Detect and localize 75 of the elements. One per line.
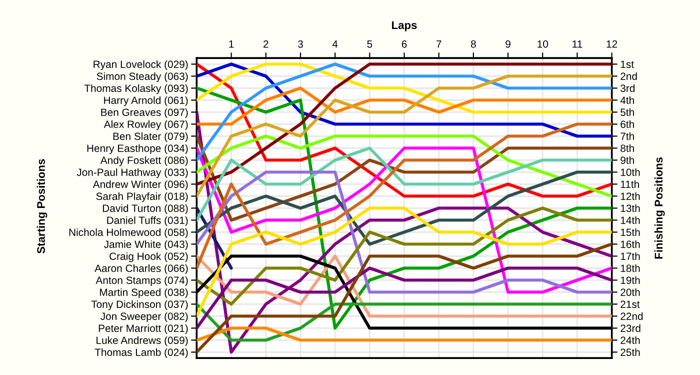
- y2-tick-label: 3rd: [620, 84, 635, 92]
- line-series: [196, 170, 612, 246]
- y2-tick-label: 24th: [620, 336, 640, 344]
- x-tick-label: 10: [538, 40, 548, 48]
- y2-tick-label: 21st: [620, 300, 640, 308]
- y2-tick-label: 17th: [620, 252, 640, 260]
- category-label: Jon Sweeper (082): [100, 312, 188, 322]
- y2-tick-label: 19th: [620, 276, 640, 284]
- y2-tick-label: 2nd: [620, 72, 637, 80]
- category-label: David Turton (088): [102, 204, 188, 214]
- category-label: Aaron Charles (066): [94, 264, 188, 274]
- category-label: Alex Rowley (067): [104, 120, 188, 130]
- x-tick-label: 6: [402, 40, 407, 48]
- category-label: Sarah Playfair (018): [96, 192, 188, 202]
- x-tick-label: 1: [229, 40, 234, 48]
- line-series: [196, 86, 612, 126]
- category-label: Luke Andrews (059): [96, 336, 188, 346]
- category-label: Andy Foskett (086): [100, 156, 188, 166]
- y2-tick-label: 5th: [620, 108, 634, 116]
- x-axis-title: Laps: [392, 21, 417, 32]
- line-series: [196, 62, 612, 114]
- y2-tick-label: 18th: [620, 264, 640, 272]
- line-series: [196, 122, 612, 270]
- category-label: Thomas Lamb (024): [94, 348, 188, 358]
- y2-tick-label: 20th: [620, 288, 640, 296]
- category-label: Ben Slater (079): [113, 132, 188, 142]
- category-label: Harry Arnold (061): [104, 96, 188, 106]
- y2-tick-label: 9th: [620, 156, 634, 164]
- y2-axis-title: Finishing Positions: [654, 157, 665, 259]
- category-label: Ben Greaves (097): [101, 108, 188, 118]
- line-series: [196, 242, 612, 354]
- y2-tick-label: 4th: [620, 96, 634, 104]
- x-tick-label: 5: [367, 40, 372, 48]
- category-label: Jamie White (043): [104, 240, 188, 250]
- y2-tick-label: 7th: [620, 132, 634, 140]
- x-tick-label: 12: [606, 40, 618, 48]
- y2-tick-label: 12th: [620, 192, 640, 200]
- y2-tick-label: 22nd: [620, 312, 643, 320]
- category-label: Nichola Holmewood (058): [69, 228, 188, 238]
- category-label: Henry Easthope (034): [87, 144, 188, 154]
- x-tick-label: 2: [264, 40, 268, 48]
- line-series: [196, 134, 612, 198]
- x-tick-label: 8: [470, 40, 476, 48]
- x-tick-label: 4: [332, 40, 338, 48]
- x-tick-label: 3: [298, 40, 303, 48]
- y2-tick-label: 11th: [620, 180, 639, 188]
- y2-tick-label: 16th: [620, 240, 640, 248]
- line-series: [196, 62, 612, 162]
- y2-tick-label: 8th: [620, 144, 634, 152]
- y2-tick-label: 15th: [620, 228, 640, 236]
- category-label: Daniel Tuffs (031): [107, 216, 188, 226]
- category-label: Peter Marriott (021): [98, 324, 188, 334]
- category-label: Andrew Winter (096): [92, 180, 188, 190]
- category-label: Simon Steady (063): [96, 72, 188, 82]
- y2-tick-label: 10th: [620, 168, 640, 176]
- y2-tick-label: 6th: [620, 120, 634, 128]
- y2-tick-label: 14th: [620, 216, 640, 224]
- line-series: [196, 170, 612, 294]
- line-series: [196, 254, 612, 318]
- category-label: Anton Stamps (074): [96, 276, 188, 286]
- category-label: Tony Dickinson (037): [91, 300, 188, 310]
- y2-tick-label: 13th: [620, 204, 640, 212]
- x-tick-label: 9: [506, 40, 510, 48]
- y2-tick-label: 1st: [620, 60, 634, 68]
- category-label: Craig Hook (052): [110, 252, 188, 262]
- x-tick-label: 7: [436, 40, 442, 48]
- category-label: Jon-Paul Hathway (033): [76, 168, 188, 178]
- y2-tick-label: 23rd: [620, 324, 640, 332]
- category-label: Martin Speed (038): [100, 288, 188, 298]
- x-tick-label: 11: [572, 40, 582, 48]
- category-label: Ryan Lovelock (029): [94, 60, 188, 70]
- category-label: Thomas Kolasky (093): [84, 84, 188, 94]
- text: Starting Positions: [36, 159, 48, 254]
- line-series: [196, 62, 612, 138]
- y2-tick-label: 25th: [620, 348, 640, 356]
